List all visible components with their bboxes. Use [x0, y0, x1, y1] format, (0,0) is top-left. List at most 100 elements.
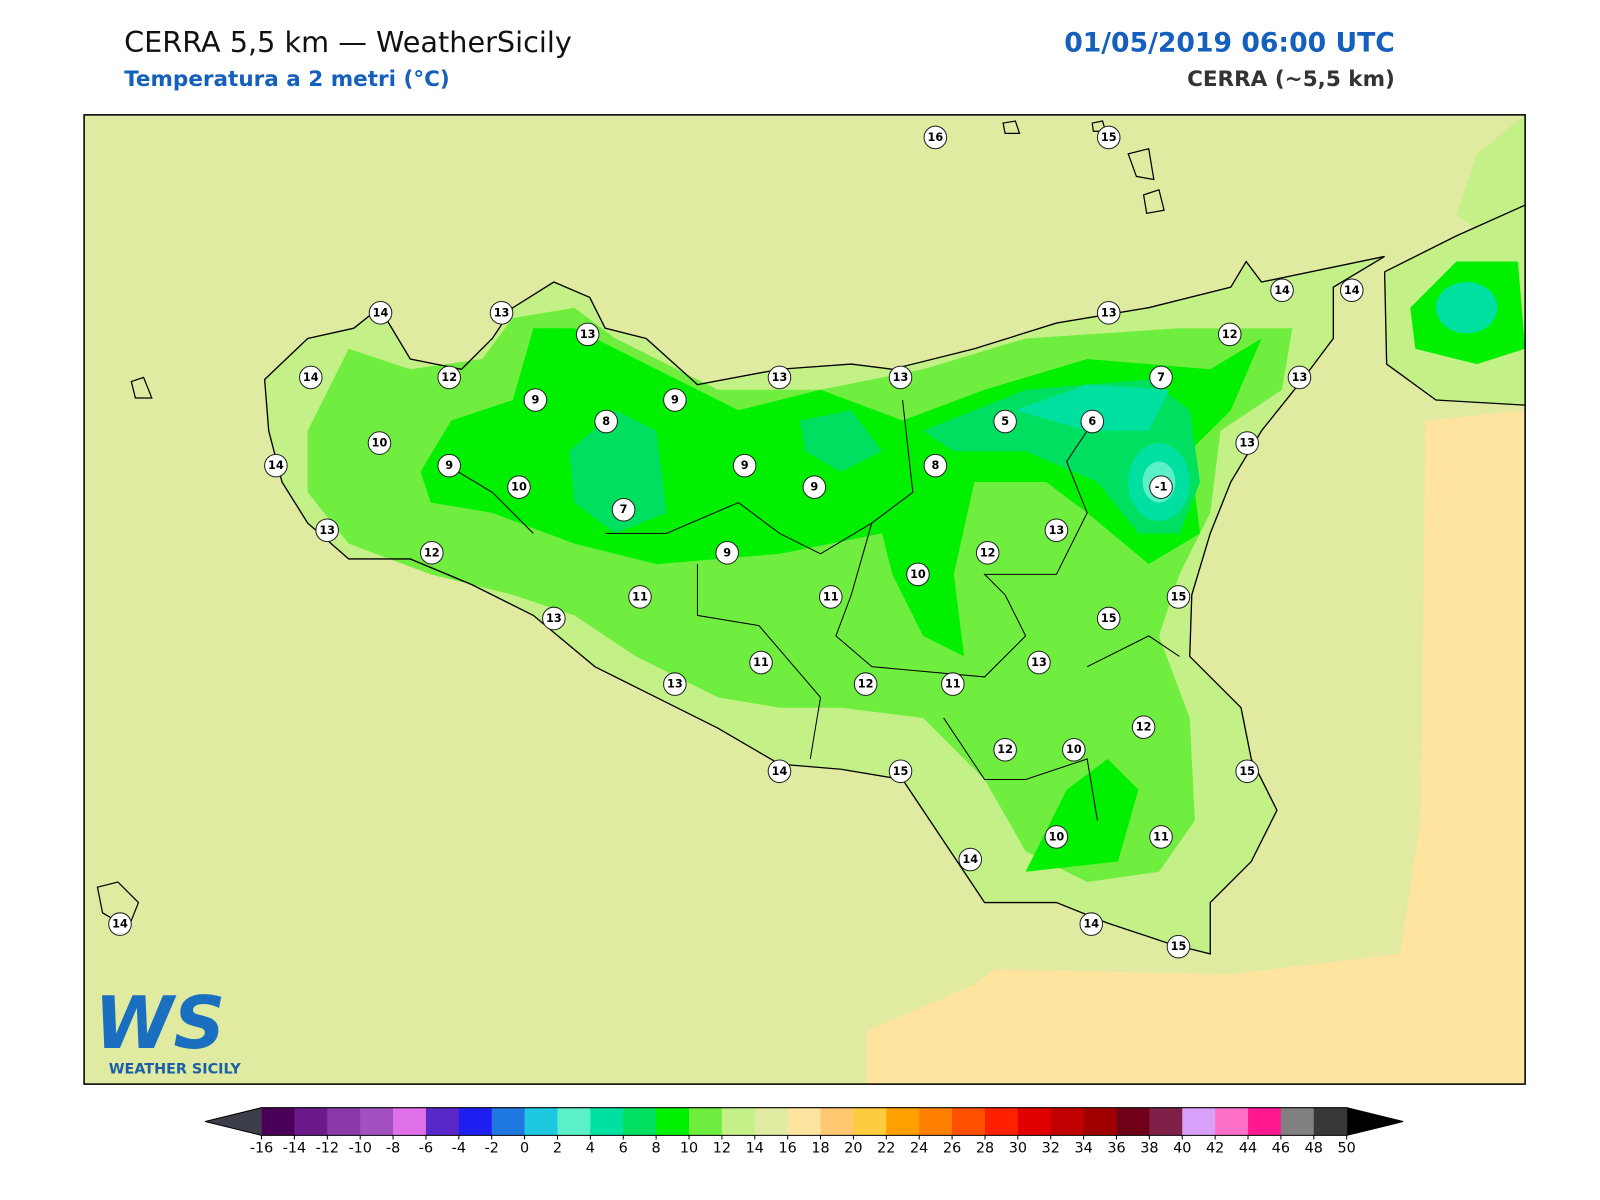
- station-marker: [489, 301, 514, 325]
- station-marker: [594, 409, 618, 434]
- station-value: 9: [671, 394, 679, 407]
- station-marker: [437, 453, 462, 478]
- station-marker: [802, 475, 827, 499]
- station-value: 13: [1031, 656, 1047, 669]
- station-marker: [888, 365, 913, 390]
- station: 14: [368, 301, 393, 325]
- station-value: 9: [723, 546, 731, 559]
- station-value: 14: [1344, 284, 1360, 297]
- colorbar-bin: [261, 1107, 295, 1136]
- station-marker: [1027, 650, 1051, 675]
- station-marker: [507, 475, 531, 499]
- station-marker: [1080, 409, 1105, 434]
- station: 12: [437, 365, 462, 390]
- station-marker: [542, 606, 566, 631]
- station: 14: [298, 365, 323, 390]
- colorbar-bin: [623, 1107, 657, 1136]
- subtitle: Temperatura a 2 metri (°C): [124, 67, 450, 92]
- station-value: 12: [424, 546, 440, 559]
- station-value: 13: [1049, 524, 1065, 537]
- station-value: 15: [1101, 612, 1117, 625]
- station: 9: [437, 453, 462, 478]
- logo-mark: WS: [94, 981, 225, 1065]
- islands: [96, 120, 1165, 930]
- station-marker: [1235, 431, 1259, 455]
- station: 13: [489, 301, 514, 325]
- map-area: [84, 114, 1526, 1085]
- station-value: 14: [1274, 284, 1290, 297]
- colorbar-tick-label: 48: [1305, 1141, 1323, 1157]
- station-marker: [611, 497, 636, 522]
- station-value: 14: [303, 371, 319, 384]
- colorbar-over: [1346, 1107, 1404, 1136]
- station: 13: [888, 365, 913, 390]
- station-marker: [923, 453, 948, 478]
- colorbar-bin: [1017, 1107, 1052, 1136]
- station-value: 9: [531, 394, 539, 407]
- station-marker: [1096, 606, 1121, 631]
- station-value: 15: [893, 765, 909, 778]
- station-marker: [888, 759, 913, 784]
- station-value: 11: [632, 590, 648, 603]
- station: 9: [732, 453, 757, 478]
- colorbar-tick-label: -4: [452, 1141, 466, 1157]
- station: 11: [628, 585, 652, 609]
- station: 13: [542, 606, 566, 631]
- colorbar-tick-label: 14: [746, 1141, 764, 1157]
- station: 11: [818, 585, 843, 609]
- station-marker: [1287, 365, 1312, 390]
- station-value: 10: [511, 481, 527, 494]
- station: -1: [1149, 475, 1173, 499]
- station: 15: [1166, 585, 1191, 609]
- station-marker: [1079, 912, 1104, 936]
- calabria-core: [1435, 282, 1498, 334]
- station-value: 14: [1083, 918, 1099, 931]
- station-value: 14: [268, 459, 284, 472]
- colorbar-tick-label: 24: [910, 1141, 928, 1157]
- station-value: 12: [1136, 721, 1152, 734]
- station: 8: [923, 453, 948, 478]
- station: 13: [1027, 650, 1051, 675]
- station: 9: [523, 388, 548, 412]
- station: 7: [1149, 365, 1173, 390]
- colorbar-tick-label: -10: [348, 1141, 371, 1157]
- station-value: 10: [910, 568, 926, 581]
- station-marker: [264, 453, 288, 478]
- colorbar-tick-label: -12: [316, 1141, 339, 1157]
- colorbar-tick-label: -6: [419, 1141, 433, 1157]
- colorbar-tick-label: 36: [1107, 1141, 1125, 1157]
- colorbar-bin: [393, 1107, 427, 1136]
- station: 15: [888, 759, 913, 784]
- station-marker: [732, 453, 757, 478]
- station-marker: [1062, 737, 1086, 762]
- station: 16: [923, 125, 948, 150]
- colorbar-bin: [294, 1107, 328, 1136]
- station-value: 9: [741, 459, 749, 472]
- colorbar-bin: [919, 1107, 953, 1136]
- colorbar-tick-label: 12: [713, 1141, 731, 1157]
- station-marker: [1217, 322, 1242, 347]
- station-value: 13: [667, 678, 683, 691]
- station-marker: [923, 125, 948, 150]
- station: 11: [941, 672, 965, 696]
- colorbar-bin: [524, 1107, 558, 1136]
- colorbar-tick-label: -8: [386, 1141, 400, 1157]
- colorbar-bin: [1182, 1107, 1216, 1136]
- colorbar-bin: [656, 1107, 690, 1136]
- station-marker: [1339, 278, 1364, 303]
- station-marker: [420, 541, 444, 565]
- station-marker: [906, 562, 930, 587]
- colorbar-tick-label: 22: [877, 1141, 895, 1157]
- station-marker: [1235, 759, 1259, 784]
- station-value: 15: [1171, 590, 1187, 603]
- station-marker: [767, 365, 792, 390]
- station: 15: [1096, 125, 1121, 150]
- station-marker: [628, 585, 652, 609]
- station: 13: [767, 365, 792, 390]
- station: 14: [108, 912, 132, 936]
- station: 11: [749, 650, 773, 675]
- colorbar-tick-label: 44: [1239, 1141, 1257, 1157]
- colorbar-tick-label: 6: [619, 1141, 628, 1157]
